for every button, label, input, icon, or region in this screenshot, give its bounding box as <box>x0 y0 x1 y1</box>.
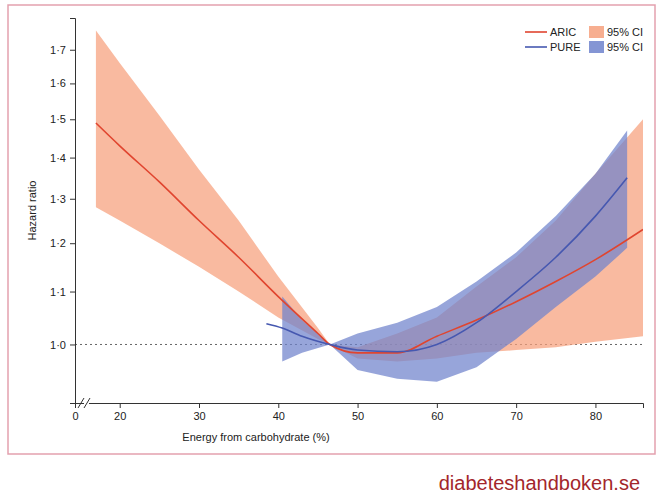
x-tick-label: 70 <box>511 410 523 422</box>
legend-line-swatch <box>525 31 547 33</box>
y-tick-mark <box>70 83 75 84</box>
legend-line-swatch <box>525 46 547 48</box>
y-tick-label: 1·1 <box>50 286 66 298</box>
legend: ARIC 95% CI PURE 95% CI <box>525 26 643 53</box>
axis-break-mark <box>84 398 90 408</box>
frame <box>8 5 655 454</box>
y-tick-mark <box>70 158 75 159</box>
y-axis: 1·0 1·1 1·2 1·3 1·4 1·5 1·6 1·7 <box>50 19 75 404</box>
y-axis-line <box>70 19 76 404</box>
y-tick: 1·2 <box>50 237 75 249</box>
x-tick: 0 <box>72 403 78 422</box>
y-axis-title: Hazard ratio <box>26 181 38 241</box>
y-tick-mark <box>70 119 75 120</box>
y-tick-label: 1·0 <box>50 338 66 350</box>
y-tick-label: 1·6 <box>50 77 66 89</box>
x-tick-mark <box>595 403 596 408</box>
x-tick-mark <box>358 403 359 408</box>
chart: 0 20 30 40 50 60 70 80 1·0 1·1 1·2 1·3 1·4 1·5 1·6 1·7 E… <box>0 0 665 499</box>
y-tick-label: 1·2 <box>50 237 66 249</box>
x-axis-title: Energy from carbohydrate (%) <box>182 431 329 443</box>
legend-label: PURE <box>550 41 581 53</box>
axis-break <box>78 398 90 408</box>
x-tick: 30 <box>193 403 205 422</box>
y-tick-mark <box>70 199 75 200</box>
legend-label: ARIC <box>550 26 576 38</box>
y-tick-label: 1·4 <box>50 152 66 164</box>
y-tick: 1·3 <box>50 193 75 205</box>
legend-band-swatch <box>589 41 604 53</box>
y-tick-mark <box>70 243 75 244</box>
x-tick-label: 60 <box>431 410 443 422</box>
x-tick: 50 <box>352 403 364 422</box>
y-tick: 1·4 <box>50 152 75 164</box>
series-line <box>266 178 627 352</box>
x-axis: 0 20 30 40 50 60 70 80 <box>72 403 643 422</box>
axis-break-mark <box>78 398 84 408</box>
x-tick-mark <box>437 403 438 408</box>
legend-label: 95% CI <box>607 41 643 53</box>
ci-band <box>96 30 643 361</box>
x-tick-mark <box>278 403 279 408</box>
y-tick: 1·1 <box>50 286 75 298</box>
x-tick-mark <box>516 403 517 408</box>
x-tick: 70 <box>511 403 523 422</box>
x-tick: 20 <box>114 403 126 422</box>
source-text: diabeteshandboken.se <box>439 472 640 494</box>
y-tick-label: 1·5 <box>50 113 66 125</box>
x-tick-mark <box>120 403 121 408</box>
y-tick: 1·0 <box>50 338 75 350</box>
y-tick-mark <box>70 292 75 293</box>
y-tick-label: 1·3 <box>50 193 66 205</box>
ci-band <box>282 130 627 381</box>
y-tick: 1·5 <box>50 113 75 125</box>
y-tick-label: 1·7 <box>50 44 66 56</box>
series-line <box>96 123 643 353</box>
y-tick-mark <box>70 50 75 51</box>
x-tick-label: 30 <box>193 410 205 422</box>
x-tick: 40 <box>273 403 285 422</box>
x-tick: 60 <box>431 403 443 422</box>
y-tick-mark <box>70 344 75 345</box>
y-tick: 1·6 <box>50 77 75 89</box>
x-tick-label: 0 <box>72 410 78 422</box>
x-tick-label: 80 <box>590 410 602 422</box>
plot-area <box>75 30 643 381</box>
x-tick-label: 40 <box>273 410 285 422</box>
legend-band-swatch <box>589 26 604 38</box>
y-tick: 1·7 <box>50 44 75 56</box>
x-tick-mark <box>199 403 200 408</box>
legend-label: 95% CI <box>607 26 643 38</box>
x-tick: 80 <box>590 403 602 422</box>
x-tick-label: 50 <box>352 410 364 422</box>
x-axis-line <box>76 404 644 409</box>
x-tick-label: 20 <box>114 410 126 422</box>
